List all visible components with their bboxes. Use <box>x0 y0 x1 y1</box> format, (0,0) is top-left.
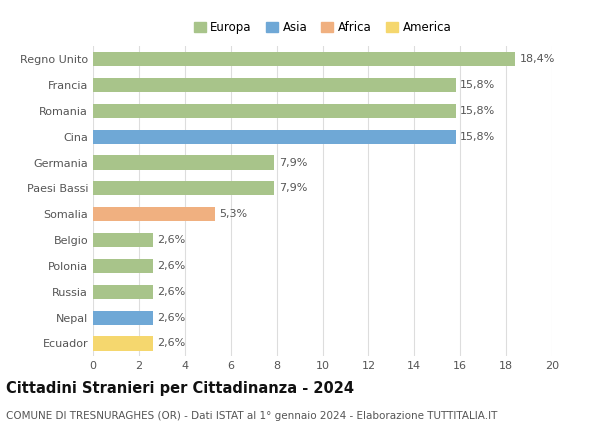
Bar <box>93 155 274 170</box>
Bar <box>93 207 215 221</box>
Text: 2,6%: 2,6% <box>157 313 185 323</box>
Text: 2,6%: 2,6% <box>157 338 185 348</box>
Text: 2,6%: 2,6% <box>157 261 185 271</box>
Bar <box>93 336 152 351</box>
Bar <box>93 104 455 118</box>
Bar <box>93 78 455 92</box>
Bar <box>93 129 455 144</box>
Text: 15,8%: 15,8% <box>460 132 496 142</box>
Text: Cittadini Stranieri per Cittadinanza - 2024: Cittadini Stranieri per Cittadinanza - 2… <box>6 381 354 396</box>
Text: 2,6%: 2,6% <box>157 235 185 245</box>
Text: 18,4%: 18,4% <box>520 54 555 64</box>
Text: 5,3%: 5,3% <box>219 209 247 219</box>
Legend: Europa, Asia, Africa, America: Europa, Asia, Africa, America <box>194 21 451 34</box>
Bar <box>93 259 152 273</box>
Bar <box>93 311 152 325</box>
Bar <box>93 52 515 66</box>
Text: 7,9%: 7,9% <box>279 183 307 193</box>
Bar <box>93 181 274 195</box>
Text: COMUNE DI TRESNURAGHES (OR) - Dati ISTAT al 1° gennaio 2024 - Elaborazione TUTTI: COMUNE DI TRESNURAGHES (OR) - Dati ISTAT… <box>6 411 497 422</box>
Text: 2,6%: 2,6% <box>157 287 185 297</box>
Text: 15,8%: 15,8% <box>460 106 496 116</box>
Bar <box>93 233 152 247</box>
Text: 15,8%: 15,8% <box>460 80 496 90</box>
Text: 7,9%: 7,9% <box>279 158 307 168</box>
Bar <box>93 285 152 299</box>
